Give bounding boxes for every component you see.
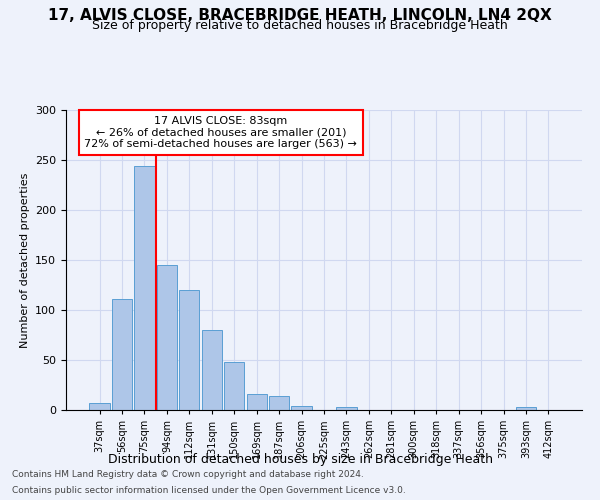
Bar: [269, 396, 289, 410]
Text: Contains HM Land Registry data © Crown copyright and database right 2024.: Contains HM Land Registry data © Crown c…: [12, 470, 364, 479]
Bar: [337, 407, 356, 410]
Bar: [516, 407, 536, 410]
Bar: [179, 290, 199, 410]
Text: 17, ALVIS CLOSE, BRACEBRIDGE HEATH, LINCOLN, LN4 2QX: 17, ALVIS CLOSE, BRACEBRIDGE HEATH, LINC…: [48, 8, 552, 22]
Bar: [247, 394, 267, 410]
Bar: [292, 406, 311, 410]
Text: Distribution of detached houses by size in Bracebridge Heath: Distribution of detached houses by size …: [107, 452, 493, 466]
Bar: [224, 362, 244, 410]
Text: 17 ALVIS CLOSE: 83sqm
← 26% of detached houses are smaller (201)
72% of semi-det: 17 ALVIS CLOSE: 83sqm ← 26% of detached …: [85, 116, 357, 149]
Text: Size of property relative to detached houses in Bracebridge Heath: Size of property relative to detached ho…: [92, 19, 508, 32]
Y-axis label: Number of detached properties: Number of detached properties: [20, 172, 29, 348]
Bar: [89, 403, 110, 410]
Bar: [112, 299, 132, 410]
Bar: [157, 265, 177, 410]
Text: Contains public sector information licensed under the Open Government Licence v3: Contains public sector information licen…: [12, 486, 406, 495]
Bar: [202, 330, 222, 410]
Bar: [134, 166, 155, 410]
